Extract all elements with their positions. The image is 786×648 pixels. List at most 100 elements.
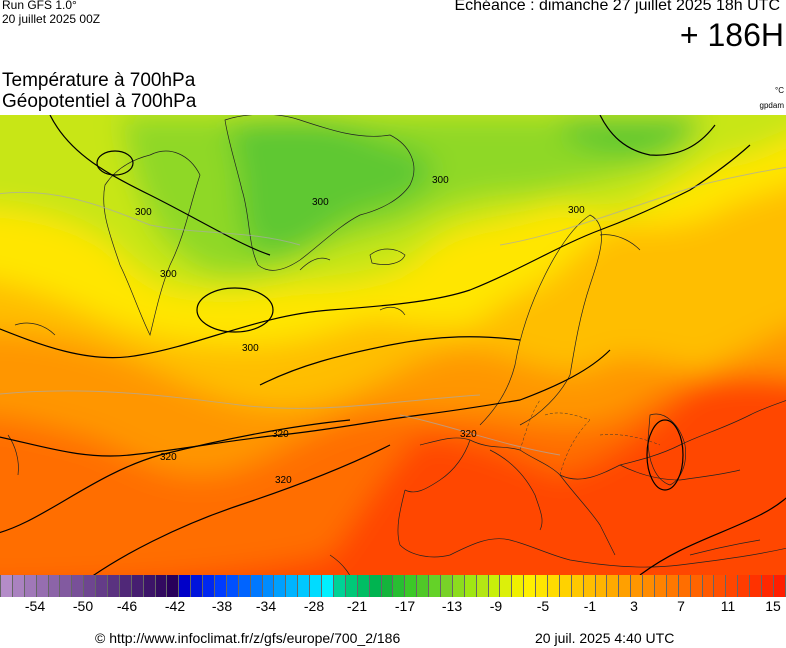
isotherms <box>0 166 786 456</box>
color-scale <box>0 575 786 597</box>
contour-label: 300 <box>135 207 152 218</box>
contour-label: 300 <box>242 343 259 354</box>
color-scale-swatch <box>322 575 334 597</box>
color-scale-swatch <box>96 575 109 597</box>
contour-label: 320 <box>275 475 292 486</box>
color-scale-swatch <box>702 575 715 597</box>
color-scale-swatch <box>654 575 667 597</box>
color-scale-tick: -42 <box>164 598 186 614</box>
color-scale-swatch <box>583 575 596 597</box>
geopotential-contours <box>0 115 786 575</box>
color-scale-swatch <box>84 575 97 597</box>
color-scale-tick: -34 <box>255 598 277 614</box>
color-scale-swatch <box>215 575 227 597</box>
color-scale-tick: -5 <box>536 598 550 614</box>
unit-geopotential: gpdam <box>759 101 784 110</box>
map-title-temperature: Température à 700hPa <box>2 70 196 91</box>
color-scale-tick: 3 <box>630 598 638 614</box>
color-scale-swatch <box>24 575 37 597</box>
color-scale-swatch <box>571 575 584 597</box>
contour-labels: 300 300 300 300 300 300 320 320 320 320 <box>135 175 585 486</box>
color-scale-swatch <box>524 575 537 597</box>
color-scale-tick: -21 <box>346 598 368 614</box>
color-scale-swatch <box>452 575 465 597</box>
color-scale-swatch <box>393 575 406 597</box>
lead-time: + 186H <box>679 17 784 53</box>
color-scale-swatch <box>726 575 739 597</box>
color-scale-swatch <box>678 575 691 597</box>
color-scale-swatch <box>547 575 560 597</box>
color-scale-swatch <box>238 575 251 597</box>
contour-label: 320 <box>160 452 177 463</box>
color-scale-swatch <box>488 575 501 597</box>
color-scale-swatch <box>274 575 287 597</box>
color-scale-swatch <box>191 575 204 597</box>
color-scale-swatch <box>512 575 525 597</box>
color-scale-tick: -46 <box>116 598 138 614</box>
color-scale-tick: -9 <box>489 598 503 614</box>
color-scale-swatch <box>203 575 216 597</box>
color-scale-swatch <box>738 575 751 597</box>
color-scale-swatch <box>345 575 358 597</box>
color-scale-swatch <box>631 575 644 597</box>
color-scale-swatch <box>48 575 61 597</box>
color-scale-swatch <box>536 575 548 597</box>
map-title-geopotential: Géopotentiel à 700hPa <box>2 91 197 112</box>
color-scale-swatch <box>464 575 477 597</box>
color-scale-swatch <box>167 575 180 597</box>
color-scale-swatch <box>500 575 513 597</box>
color-scale-tick: 7 <box>677 598 685 614</box>
color-scale-swatch <box>226 575 239 597</box>
color-scale-swatch <box>286 575 299 597</box>
color-scale-swatch <box>440 575 453 597</box>
unit-temperature: °C <box>775 86 784 95</box>
color-scale-swatch <box>357 575 370 597</box>
forecast-valid-time: Echéance : dimanche 27 juillet 2025 18h … <box>454 0 780 14</box>
color-scale-tick: 11 <box>720 598 736 614</box>
color-scale-swatch <box>750 575 762 597</box>
contour-label: 320 <box>272 429 289 440</box>
contour-label: 300 <box>432 175 449 186</box>
color-scale-swatch <box>381 575 394 597</box>
color-scale-swatch <box>595 575 608 597</box>
run-label: Run GFS 1.0° <box>2 0 77 12</box>
color-scale-swatch <box>643 575 655 597</box>
map-canvas: 300 300 300 300 300 300 320 320 320 320 <box>0 115 786 575</box>
run-date: 20 juillet 2025 00Z <box>2 12 101 26</box>
color-scale-swatch <box>250 575 263 597</box>
color-scale-swatch <box>0 575 13 597</box>
generation-timestamp: 20 juil. 2025 4:40 UTC <box>535 630 675 646</box>
color-scale-swatch <box>417 575 430 597</box>
color-scale-tick: -54 <box>24 598 46 614</box>
color-scale-swatch <box>405 575 418 597</box>
color-scale-swatch <box>666 575 679 597</box>
color-scale-tick: -13 <box>441 598 463 614</box>
color-scale-swatch <box>60 575 73 597</box>
coastlines <box>7 115 786 575</box>
color-scale-swatch <box>12 575 25 597</box>
contour-label: 300 <box>568 205 585 216</box>
color-scale-swatch <box>619 575 632 597</box>
contour-label: 320 <box>460 429 477 440</box>
color-scale-swatch <box>476 575 489 597</box>
color-scale-swatch <box>155 575 168 597</box>
color-scale-tick: -28 <box>303 598 325 614</box>
color-scale-swatch <box>773 575 786 597</box>
color-scale-swatch <box>607 575 620 597</box>
color-scale-swatch <box>36 575 49 597</box>
color-scale-swatch <box>310 575 323 597</box>
color-scale-swatch <box>262 575 275 597</box>
color-scale-swatch <box>298 575 311 597</box>
color-scale-tick: -50 <box>72 598 94 614</box>
color-scale-tick: -17 <box>394 598 416 614</box>
color-scale-swatch <box>559 575 572 597</box>
color-scale-swatch <box>714 575 727 597</box>
forecast-map: 300 300 300 300 300 300 320 320 320 320 <box>0 115 786 575</box>
borders <box>519 399 661 476</box>
color-scale-swatch <box>429 575 441 597</box>
color-scale-swatch <box>690 575 703 597</box>
contour-label: 300 <box>160 269 177 280</box>
color-scale-swatch <box>131 575 144 597</box>
color-scale-swatch <box>119 575 132 597</box>
color-scale-swatch <box>108 575 120 597</box>
